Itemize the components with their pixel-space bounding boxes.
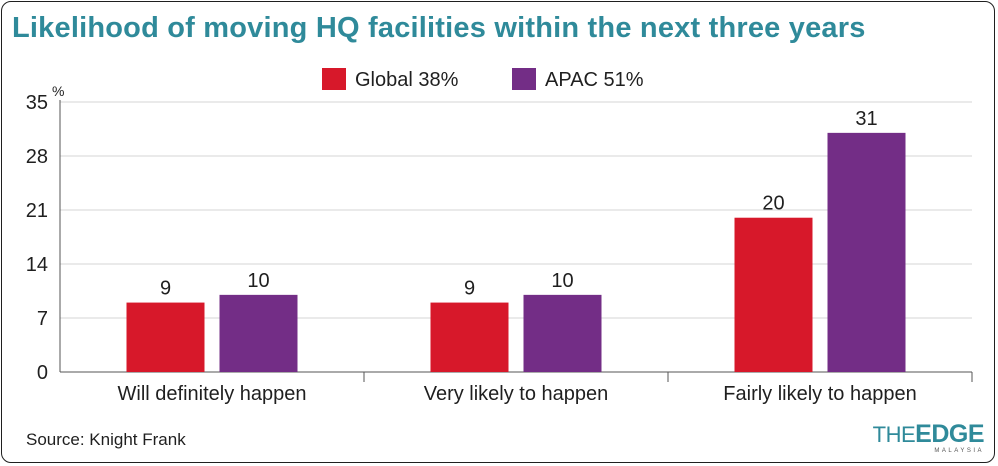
data-label: 9 — [464, 278, 475, 300]
bar-global — [430, 302, 509, 372]
y-unit-label: % — [52, 83, 64, 99]
data-label: 31 — [855, 108, 877, 130]
data-label: 10 — [551, 270, 573, 292]
bar-apac — [827, 132, 906, 372]
data-label: 20 — [762, 193, 784, 215]
bar-global — [734, 217, 813, 372]
category-label: Will definitely happen — [118, 383, 307, 405]
category-label: Fairly likely to happen — [723, 383, 916, 405]
data-label: 9 — [160, 278, 171, 300]
y-tick-label: 21 — [26, 200, 48, 222]
chart-title: Likelihood of moving HQ facilities withi… — [12, 12, 866, 44]
legend-swatch — [322, 68, 346, 90]
data-label: 10 — [247, 270, 269, 292]
category-label: Very likely to happen — [424, 383, 609, 405]
legend-swatch — [512, 68, 536, 90]
y-tick-label: 28 — [26, 146, 48, 168]
y-tick-label: 7 — [37, 308, 48, 330]
bar-global — [126, 302, 205, 372]
bar-apac — [219, 294, 298, 372]
publisher-logo: THEEDGE MALAYSIA — [872, 420, 985, 455]
bar-apac — [523, 294, 602, 372]
y-tick-label: 0 — [37, 362, 48, 384]
y-tick-label: 35 — [26, 92, 48, 114]
legend-label: Global 38% — [355, 69, 459, 91]
source-note: Source: Knight Frank — [26, 430, 186, 449]
y-tick-label: 14 — [26, 254, 48, 276]
legend-label: APAC 51% — [545, 69, 644, 91]
